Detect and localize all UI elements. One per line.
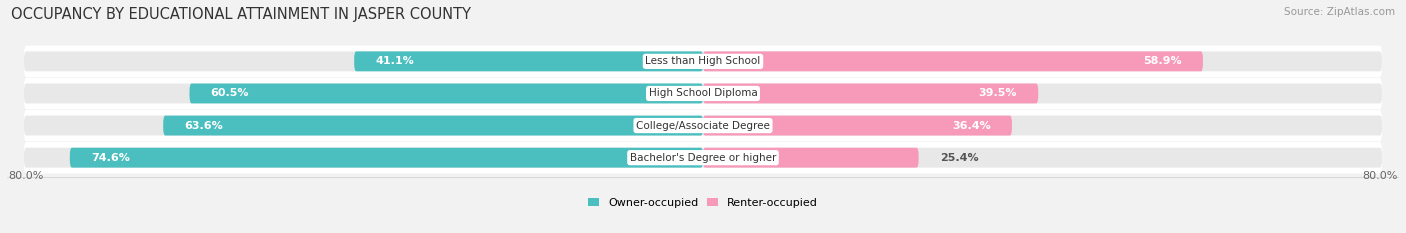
FancyBboxPatch shape (24, 142, 1382, 173)
FancyBboxPatch shape (703, 51, 1204, 71)
FancyBboxPatch shape (24, 78, 1382, 109)
FancyBboxPatch shape (703, 83, 1038, 103)
Legend: Owner-occupied, Renter-occupied: Owner-occupied, Renter-occupied (583, 193, 823, 212)
Text: OCCUPANCY BY EDUCATIONAL ATTAINMENT IN JASPER COUNTY: OCCUPANCY BY EDUCATIONAL ATTAINMENT IN J… (11, 7, 471, 22)
Text: 25.4%: 25.4% (939, 153, 979, 163)
Text: College/Associate Degree: College/Associate Degree (636, 120, 770, 130)
Text: 39.5%: 39.5% (979, 89, 1017, 99)
FancyBboxPatch shape (24, 83, 1382, 103)
Text: Less than High School: Less than High School (645, 56, 761, 66)
Text: 60.5%: 60.5% (211, 89, 249, 99)
FancyBboxPatch shape (703, 116, 1012, 136)
Text: 80.0%: 80.0% (1362, 171, 1398, 181)
FancyBboxPatch shape (703, 148, 918, 168)
Text: 41.1%: 41.1% (375, 56, 415, 66)
FancyBboxPatch shape (24, 116, 1382, 136)
FancyBboxPatch shape (24, 148, 1382, 168)
Text: 63.6%: 63.6% (184, 120, 224, 130)
Text: Source: ZipAtlas.com: Source: ZipAtlas.com (1284, 7, 1395, 17)
Text: 80.0%: 80.0% (8, 171, 44, 181)
FancyBboxPatch shape (24, 46, 1382, 77)
FancyBboxPatch shape (354, 51, 703, 71)
Text: Bachelor's Degree or higher: Bachelor's Degree or higher (630, 153, 776, 163)
Text: 36.4%: 36.4% (952, 120, 991, 130)
FancyBboxPatch shape (70, 148, 703, 168)
FancyBboxPatch shape (24, 110, 1382, 141)
Text: 74.6%: 74.6% (91, 153, 129, 163)
Text: High School Diploma: High School Diploma (648, 89, 758, 99)
FancyBboxPatch shape (163, 116, 703, 136)
FancyBboxPatch shape (190, 83, 703, 103)
FancyBboxPatch shape (24, 51, 1382, 71)
Text: 58.9%: 58.9% (1143, 56, 1181, 66)
